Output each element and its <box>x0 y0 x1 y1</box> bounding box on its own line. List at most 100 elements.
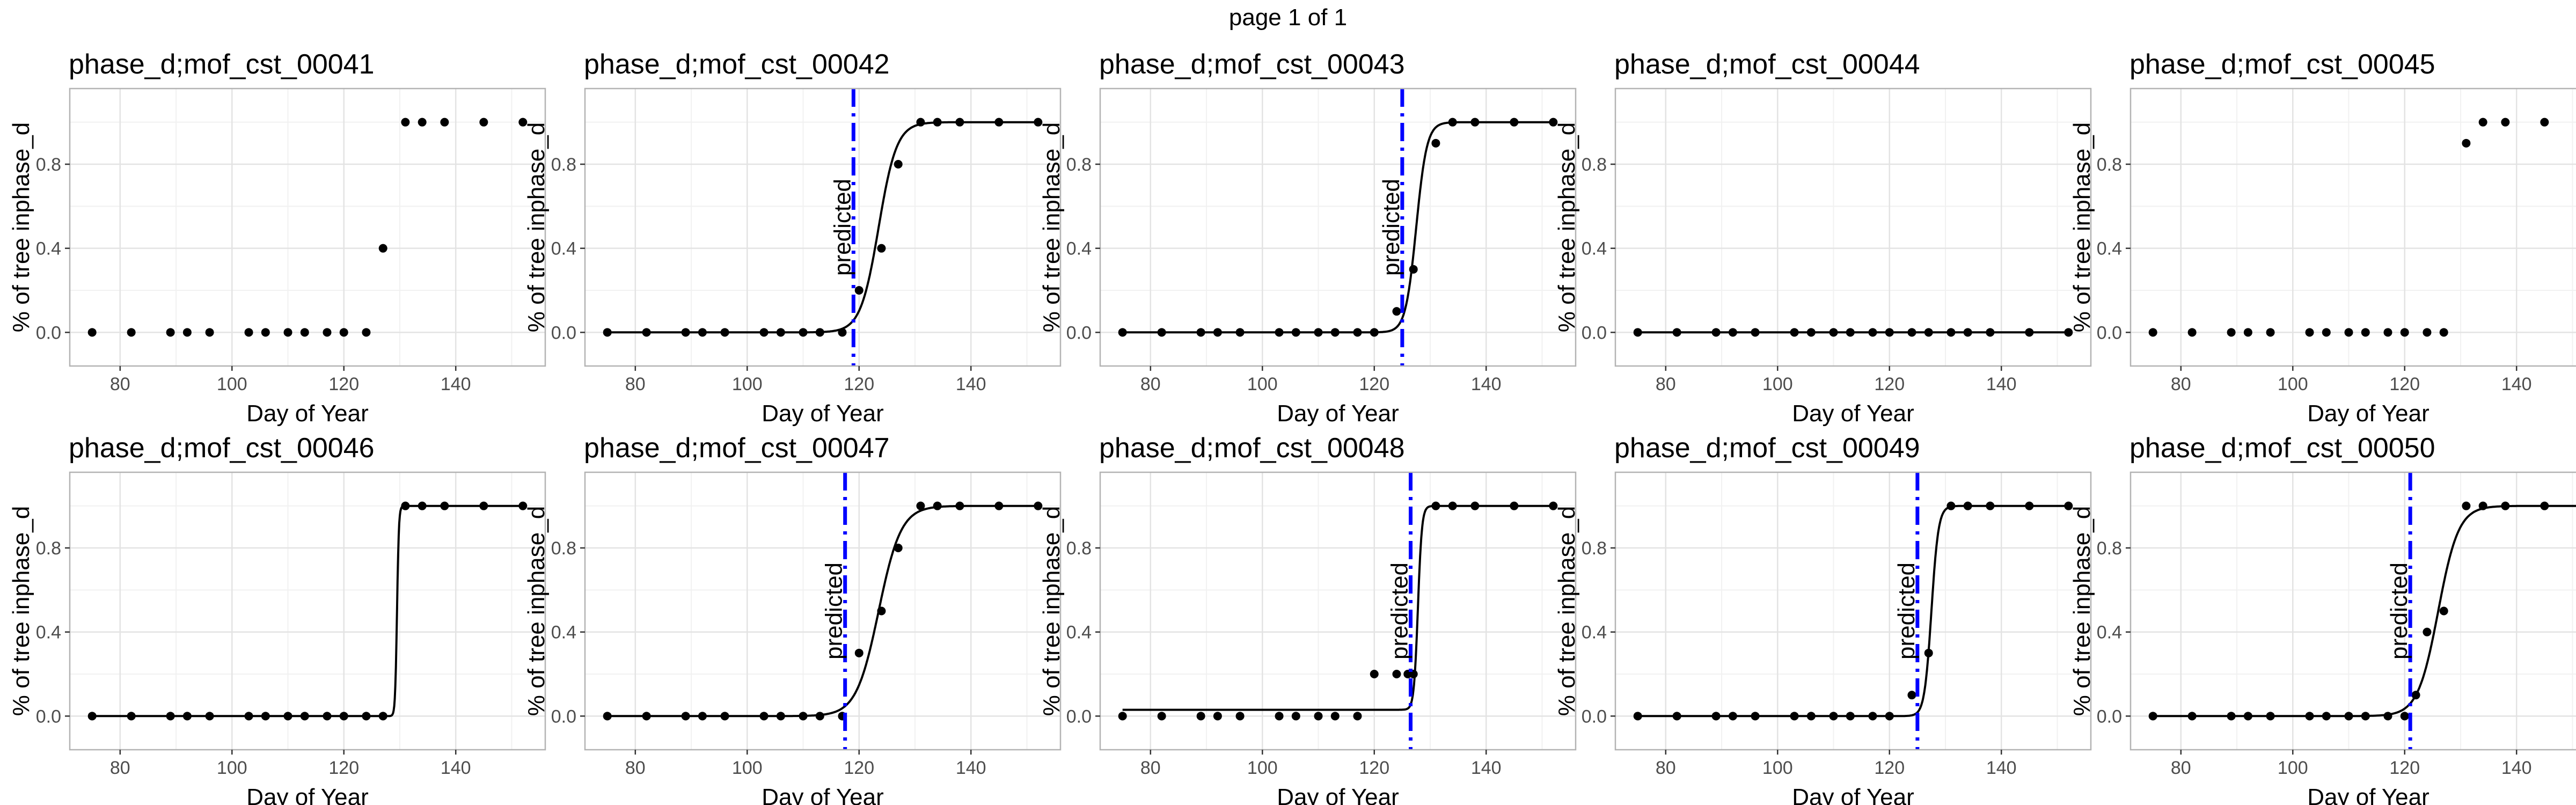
data-point <box>1213 328 1222 337</box>
data-point <box>1946 328 1956 337</box>
data-point <box>2478 501 2487 510</box>
data-point <box>1907 328 1916 337</box>
data-point <box>1510 118 1519 127</box>
x-axis-label: Day of Year <box>762 400 884 427</box>
data-point <box>244 712 253 721</box>
data-point <box>479 501 488 510</box>
data-point <box>1291 328 1300 337</box>
data-point <box>418 501 427 510</box>
x-tick-label: 100 <box>2278 374 2308 394</box>
data-point <box>759 328 769 337</box>
x-tick-label: 140 <box>956 758 986 778</box>
panel-title: phase_d;mof_cst_00043 <box>1099 49 1405 80</box>
data-point <box>2266 712 2275 721</box>
data-point <box>2344 328 2353 337</box>
x-tick-label: 80 <box>625 374 646 394</box>
panel-background <box>70 472 545 750</box>
x-axis-label: Day of Year <box>1277 400 1399 427</box>
data-point <box>799 328 808 337</box>
data-point <box>1118 712 1127 721</box>
y-tick-label: 0.4 <box>2097 239 2122 259</box>
x-tick-label: 140 <box>1986 374 2017 394</box>
x-tick-label: 120 <box>1359 374 1389 394</box>
data-point <box>1118 328 1127 337</box>
x-tick-label: 120 <box>1874 374 1905 394</box>
data-point <box>642 712 651 721</box>
data-point <box>205 712 214 721</box>
data-point <box>479 118 488 127</box>
facet-panel: predicted 80 100 120 140 0.0 0.4 0.8 phase_d;mof… <box>1554 433 2092 805</box>
facet-panel: predicted 80 100 120 140 0.0 0.4 0.8 phase_d;mof… <box>523 433 1062 805</box>
data-point <box>182 328 192 337</box>
x-axis-label: Day of Year <box>762 784 884 805</box>
x-tick-label: 120 <box>2389 374 2420 394</box>
data-point <box>362 328 371 337</box>
y-axis-label: % of tree inphase_d <box>523 506 550 716</box>
data-point <box>1549 501 1558 510</box>
data-point <box>1846 328 1855 337</box>
data-point <box>1672 328 1681 337</box>
panel-background <box>1100 472 1576 750</box>
data-point <box>2361 712 2370 721</box>
data-point <box>182 712 192 721</box>
predicted-label: predicted <box>821 562 847 660</box>
data-point <box>1728 328 1737 337</box>
facet-panel: predicted 80 100 120 140 0.0 0.4 0.8 phase_d;mof… <box>1038 49 1577 427</box>
fitted-curve <box>1122 504 1554 711</box>
y-axis-label: % of tree inphase_d <box>8 506 34 716</box>
facet-panel: 80 100 120 140 0.0 0.4 0.8 phase_d;mof_cst_0004… <box>8 49 546 427</box>
data-point <box>2322 712 2331 721</box>
y-tick-label: 0.8 <box>551 155 576 175</box>
data-point <box>2501 118 2510 127</box>
data-point <box>838 328 847 337</box>
data-point <box>87 328 97 337</box>
x-tick-label: 80 <box>625 758 646 778</box>
y-tick-label: 0.0 <box>551 706 576 727</box>
x-tick-label: 80 <box>1656 758 1676 778</box>
data-point <box>1470 118 1480 127</box>
data-point <box>2423 627 2432 636</box>
data-point <box>2025 328 2034 337</box>
data-point <box>815 712 824 721</box>
data-point <box>854 286 863 295</box>
x-tick-label: 80 <box>2171 758 2191 778</box>
x-tick-label: 100 <box>217 758 247 778</box>
panel-background <box>1100 89 1576 366</box>
panel-background <box>70 89 545 366</box>
data-point <box>1213 712 1222 721</box>
data-point <box>955 501 964 510</box>
panel-title: phase_d;mof_cst_00049 <box>1614 433 1920 464</box>
data-point <box>323 712 332 721</box>
data-point <box>1549 118 1558 127</box>
data-point <box>87 712 97 721</box>
y-tick-label: 0.8 <box>1066 538 1092 559</box>
x-tick-label: 100 <box>1762 374 1793 394</box>
data-point <box>1353 712 1362 721</box>
data-point <box>2400 712 2409 721</box>
data-point <box>894 160 903 169</box>
data-point <box>877 244 886 253</box>
y-tick-label: 0.4 <box>36 623 61 643</box>
y-tick-label: 0.0 <box>36 706 61 727</box>
data-point <box>323 328 332 337</box>
y-tick-label: 0.4 <box>1066 623 1092 643</box>
data-point <box>1431 138 1440 148</box>
data-point <box>1829 328 1838 337</box>
data-point <box>127 712 136 721</box>
data-point <box>2462 501 2471 510</box>
x-tick-label: 140 <box>1471 758 1502 778</box>
predicted-label: predicted <box>829 179 855 276</box>
data-point <box>720 328 729 337</box>
panel-title: phase_d;mof_cst_00041 <box>69 49 375 80</box>
data-point <box>603 712 612 721</box>
data-point <box>1711 712 1721 721</box>
panel-background <box>585 89 1060 366</box>
x-axis-label: Day of Year <box>2307 784 2429 805</box>
data-point <box>1235 328 1245 337</box>
y-tick-label: 0.4 <box>2097 623 2122 643</box>
panel-border <box>584 471 1062 751</box>
data-point <box>1711 328 1721 337</box>
data-point <box>2148 328 2157 337</box>
y-axis-label: % of tree inphase_d <box>1554 506 1580 716</box>
